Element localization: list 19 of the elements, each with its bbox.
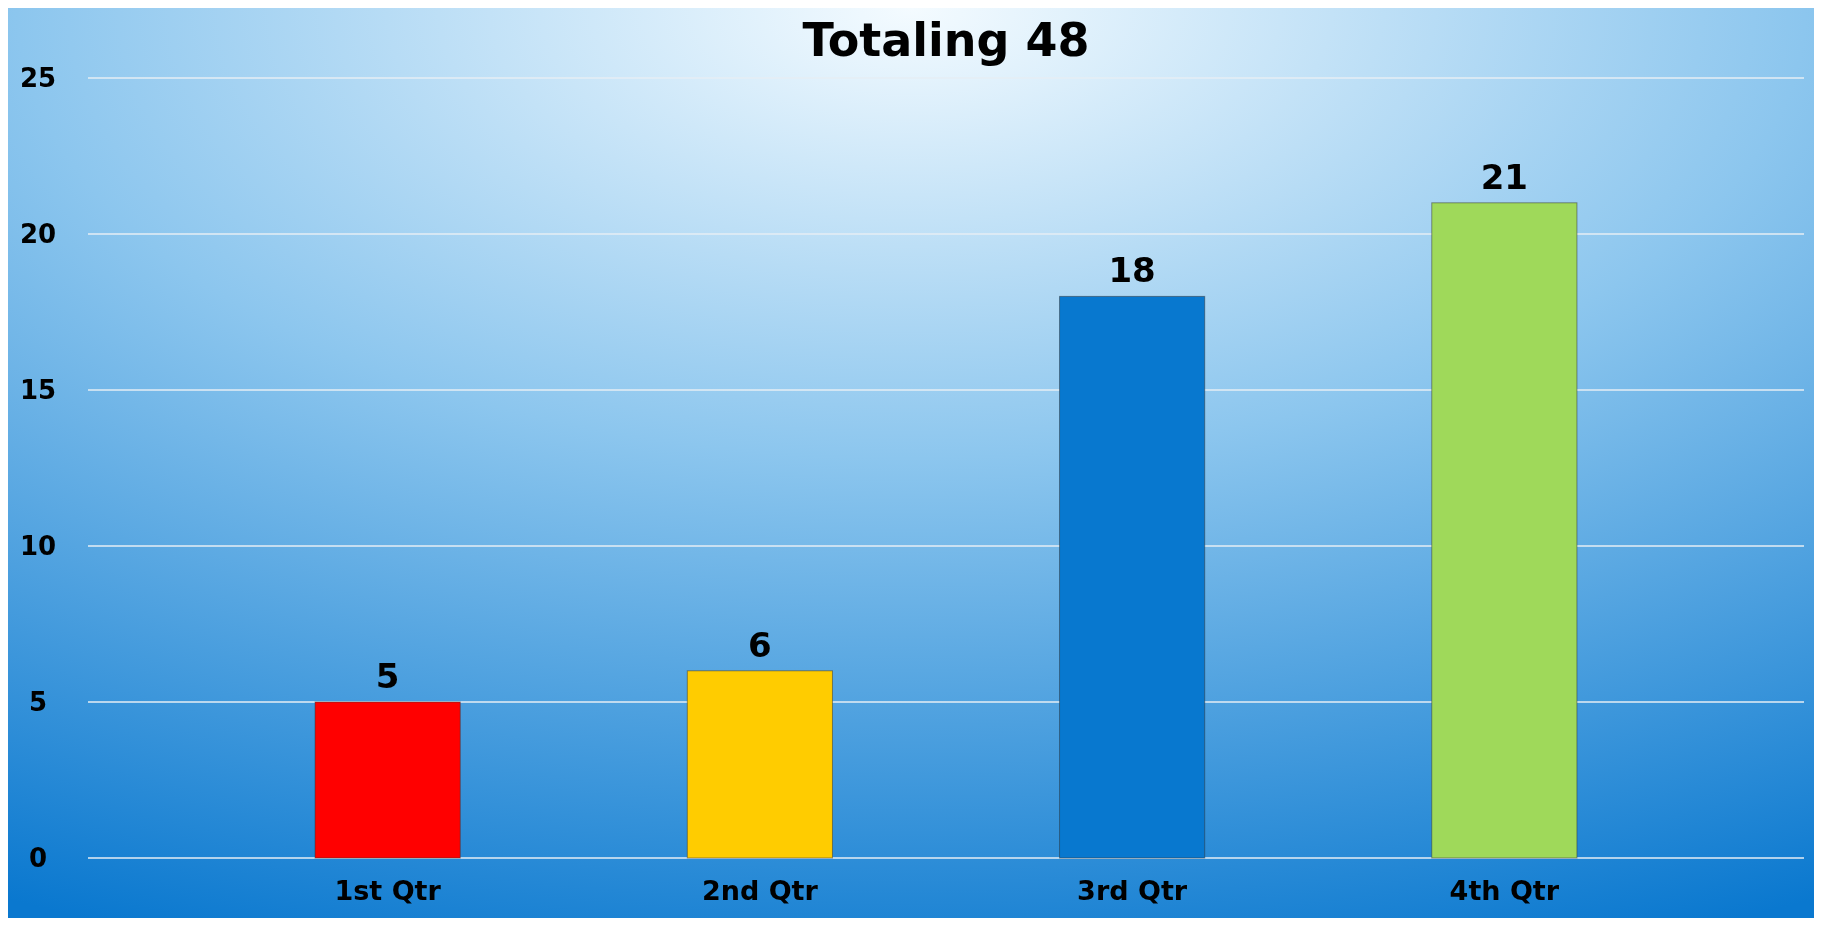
x-tick-label: 3rd Qtr — [1077, 875, 1188, 906]
y-tick-label: 5 — [28, 687, 48, 718]
data-label: 18 — [1108, 250, 1156, 291]
x-tick-label: 1st Qtr — [334, 875, 442, 906]
y-tick-label: 10 — [19, 531, 57, 562]
data-label: 6 — [748, 624, 772, 665]
bar — [314, 701, 461, 859]
y-tick-label: 0 — [28, 843, 48, 874]
y-tick-label: 15 — [19, 375, 57, 406]
x-tick-label: 4th Qtr — [1449, 875, 1560, 906]
data-label: 21 — [1480, 156, 1529, 197]
y-tick-label: 20 — [19, 219, 57, 250]
bar — [686, 670, 833, 859]
chart-title: Totaling 48 — [802, 13, 1090, 67]
y-tick-label: 25 — [19, 63, 57, 94]
x-tick-label: 2nd Qtr — [701, 875, 819, 906]
bar — [1059, 295, 1206, 859]
bar — [1431, 202, 1578, 859]
data-label: 5 — [375, 656, 400, 696]
